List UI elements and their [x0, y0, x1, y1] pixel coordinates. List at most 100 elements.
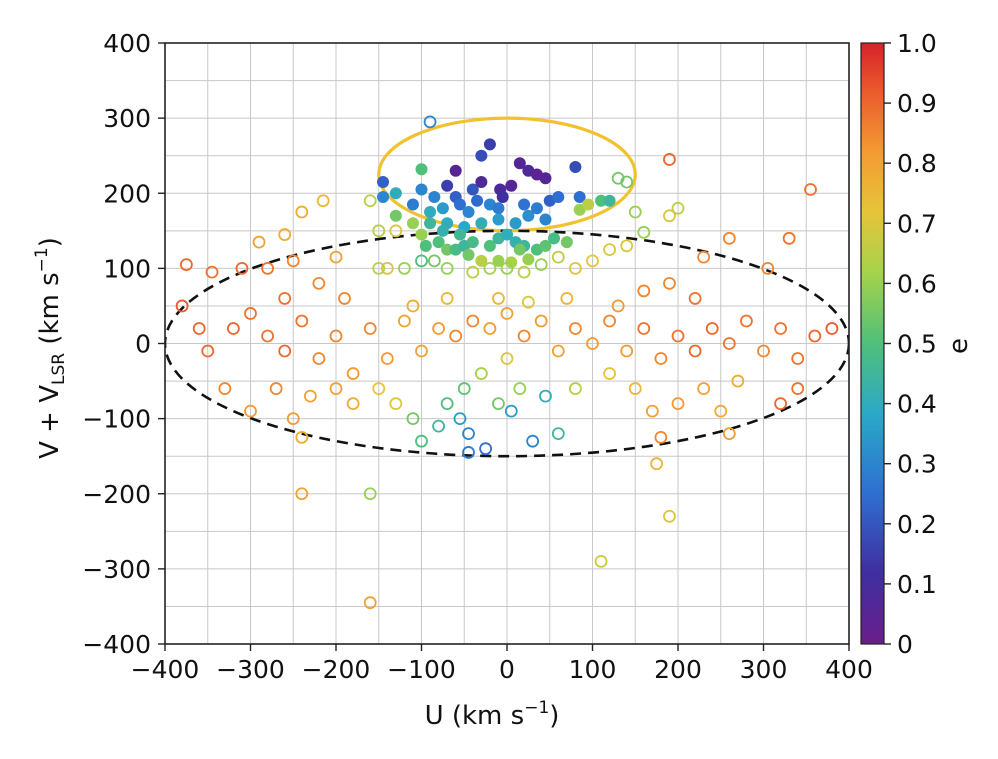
colorbar-tick-label: 0.5: [897, 330, 937, 359]
y-tick-label: 200: [103, 179, 151, 208]
open-point: [295, 431, 309, 444]
open-point: [329, 250, 343, 264]
open-point: [338, 292, 351, 305]
open-point: [192, 322, 206, 335]
y-tick-label: −100: [82, 405, 151, 434]
y-tick-label: 0: [135, 330, 151, 359]
filled-point: [475, 149, 488, 162]
filled-point: [453, 198, 466, 211]
filled-point: [475, 175, 488, 188]
open-point: [551, 250, 565, 264]
open-point: [372, 224, 386, 238]
open-point: [603, 367, 616, 380]
open-point: [569, 261, 582, 275]
filled-point: [539, 213, 552, 226]
open-point: [406, 412, 420, 426]
filled-point: [406, 217, 419, 230]
y-tick-label: 400: [103, 29, 151, 58]
open-point: [312, 352, 326, 365]
open-point: [521, 295, 535, 309]
open-point: [346, 367, 360, 380]
filled-point: [462, 248, 475, 261]
filled-point: [569, 160, 582, 173]
open-point: [462, 446, 475, 459]
open-point: [389, 224, 403, 238]
open-point: [534, 314, 548, 328]
x-tick-label: 200: [654, 655, 702, 684]
open-point: [569, 322, 582, 335]
open-point: [645, 404, 659, 418]
open-point: [175, 299, 189, 313]
open-point: [637, 322, 651, 335]
open-point: [808, 329, 822, 343]
filled-point: [539, 172, 552, 185]
open-point: [440, 292, 454, 305]
open-point: [363, 194, 377, 208]
open-point: [663, 153, 676, 166]
filled-point: [389, 209, 402, 222]
open-point: [722, 231, 736, 245]
open-point: [466, 265, 480, 279]
colorbar-tick-label: 0: [897, 630, 913, 659]
open-point: [791, 382, 805, 395]
open-point: [389, 397, 403, 411]
open-point: [671, 397, 685, 411]
open-point: [329, 382, 343, 395]
open-point: [303, 389, 317, 403]
open-point: [449, 329, 463, 343]
open-point: [628, 205, 642, 219]
open-point: [474, 367, 488, 380]
x-tick-label: −400: [131, 655, 200, 684]
open-point: [688, 344, 702, 358]
open-point: [466, 314, 480, 328]
filled-point: [509, 217, 522, 230]
filled-point: [548, 232, 561, 245]
open-point: [663, 209, 676, 223]
open-point: [457, 382, 471, 395]
colorbar-ticks: 0 0.1 0.2 0.3 0.4 0.5 0.6 0.7 0.8 0.9 1.0: [884, 29, 937, 659]
open-point: [244, 404, 257, 418]
filled-point: [539, 239, 552, 252]
open-point: [654, 352, 668, 365]
filled-point: [377, 175, 390, 188]
open-point: [492, 292, 505, 305]
filled-point: [522, 209, 535, 222]
open-point: [363, 322, 377, 335]
x-tick-label: 300: [740, 655, 788, 684]
open-point: [782, 231, 796, 245]
colorbar-tick-label: 0.6: [897, 269, 937, 298]
filled-point: [603, 194, 616, 207]
open-point: [372, 261, 386, 275]
filled-point: [492, 213, 505, 226]
open-point: [483, 261, 497, 275]
open-point: [740, 314, 753, 328]
filled-point: [389, 187, 402, 200]
y-tick-label: −200: [82, 480, 151, 509]
open-point: [363, 596, 377, 610]
open-point: [534, 258, 548, 272]
open-point: [722, 427, 736, 441]
y-tick-label: 100: [103, 254, 151, 283]
open-point: [295, 205, 309, 219]
axis-ticks: −400 −300 −200 −100 0 100 200 300 400 −400 −300 −20…: [82, 29, 873, 684]
filled-point: [432, 236, 445, 249]
open-point: [244, 307, 257, 320]
filled-point: [496, 191, 509, 204]
filled-point: [406, 198, 419, 211]
open-point: [462, 427, 475, 441]
open-point: [560, 292, 574, 305]
open-point: [226, 322, 240, 335]
x-tick-label: 100: [569, 655, 617, 684]
filled-point: [436, 224, 449, 237]
colorbar-tick-label: 1.0: [897, 29, 937, 58]
open-point: [731, 374, 745, 388]
open-point: [603, 243, 616, 256]
filled-point: [471, 194, 484, 207]
filled-point: [573, 203, 586, 216]
x-tick-label: 400: [825, 655, 873, 684]
open-point: [825, 322, 839, 335]
open-point: [688, 292, 702, 305]
open-point: [380, 261, 394, 275]
colorbar-tick-label: 0.4: [897, 390, 937, 419]
data-points: [175, 115, 839, 610]
